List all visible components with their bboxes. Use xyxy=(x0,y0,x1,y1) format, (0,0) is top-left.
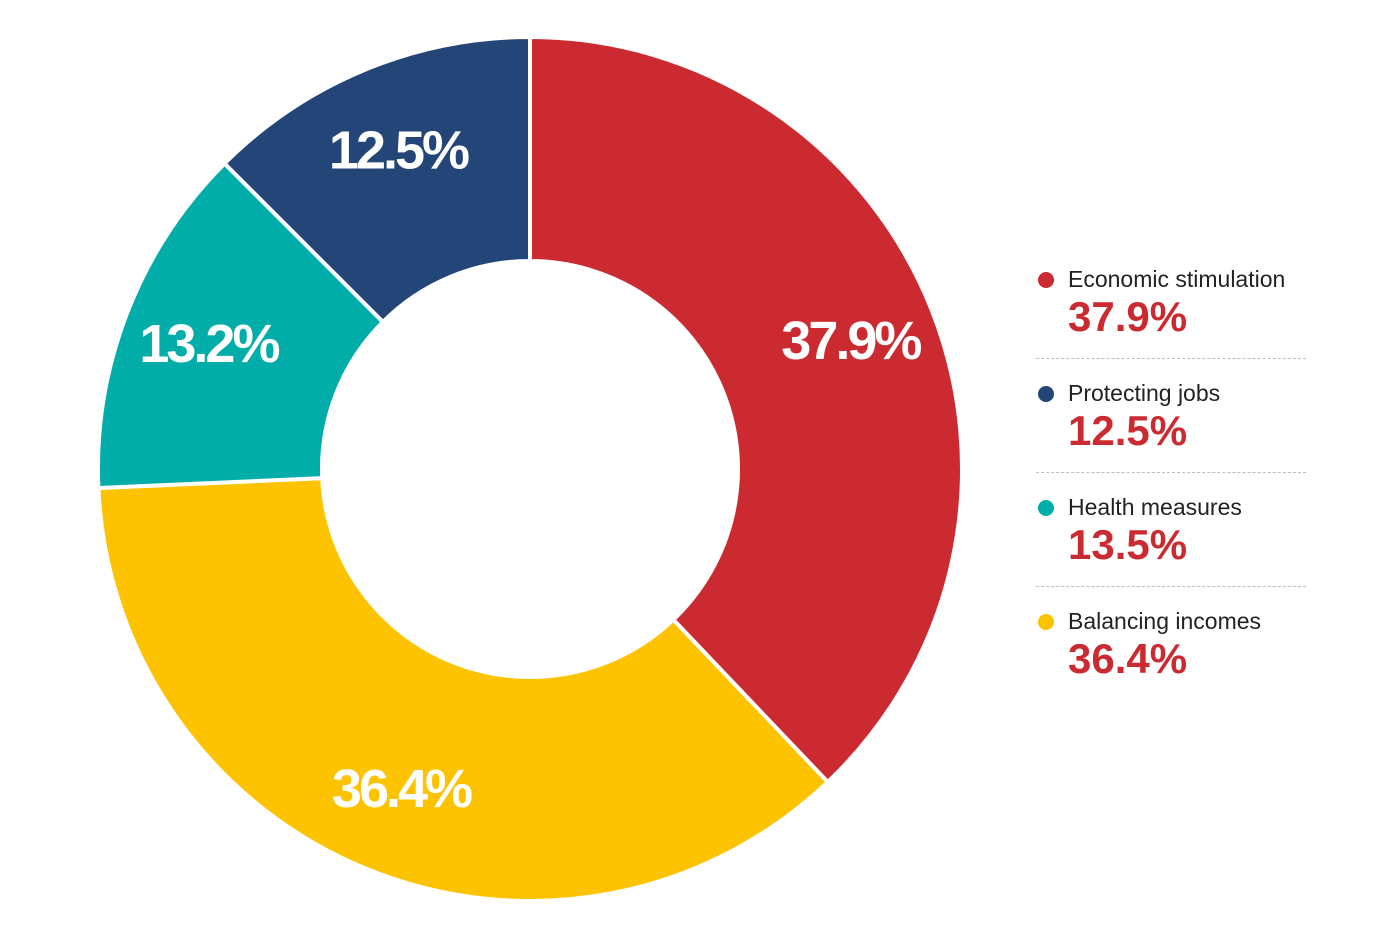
legend-value: 36.4% xyxy=(1068,635,1188,682)
donut-slices xyxy=(96,34,964,903)
chart-legend: Economic stimulation 37.9% Protecting jo… xyxy=(1036,262,1306,718)
donut-slice-health-measures xyxy=(96,160,386,491)
legend-item-balancing-incomes: Balancing incomes 36.4% xyxy=(1036,586,1306,718)
donut-slice-label: 37.9% xyxy=(781,311,921,371)
legend-item-protecting-jobs: Protecting jobs 12.5% xyxy=(1036,358,1306,490)
legend-item-health-measures: Health measures 13.5% xyxy=(1036,472,1306,604)
legend-value: 13.5% xyxy=(1068,521,1188,568)
legend-swatch xyxy=(1038,272,1054,288)
legend-label: Protecting jobs xyxy=(1068,380,1221,406)
donut-slice-balancing-incomes xyxy=(96,476,831,903)
donut-slice-labels: 37.9% 36.4% 13.2% 12.5% xyxy=(139,120,924,819)
donut-slice-label: 36.4% xyxy=(332,759,472,819)
donut-slice-label: 13.2% xyxy=(139,314,279,374)
legend-value: 37.9% xyxy=(1068,293,1188,340)
legend-label: Balancing incomes xyxy=(1068,608,1262,634)
legend-swatch xyxy=(1038,614,1054,630)
donut-slice-label: 12.5% xyxy=(329,120,469,180)
legend-value: 12.5% xyxy=(1068,407,1188,454)
legend-swatch xyxy=(1038,386,1054,402)
legend-swatch xyxy=(1038,500,1054,516)
donut-slice-protecting-jobs xyxy=(221,34,532,325)
legend-item-economic-stimulation: Economic stimulation 37.9% xyxy=(1036,262,1306,376)
donut-slice-economic-stimulation xyxy=(528,34,964,785)
legend-label: Health measures xyxy=(1068,494,1242,520)
donut-chart: 37.9% 36.4% 13.2% 12.5% xyxy=(96,34,964,903)
legend-label: Economic stimulation xyxy=(1068,266,1286,292)
